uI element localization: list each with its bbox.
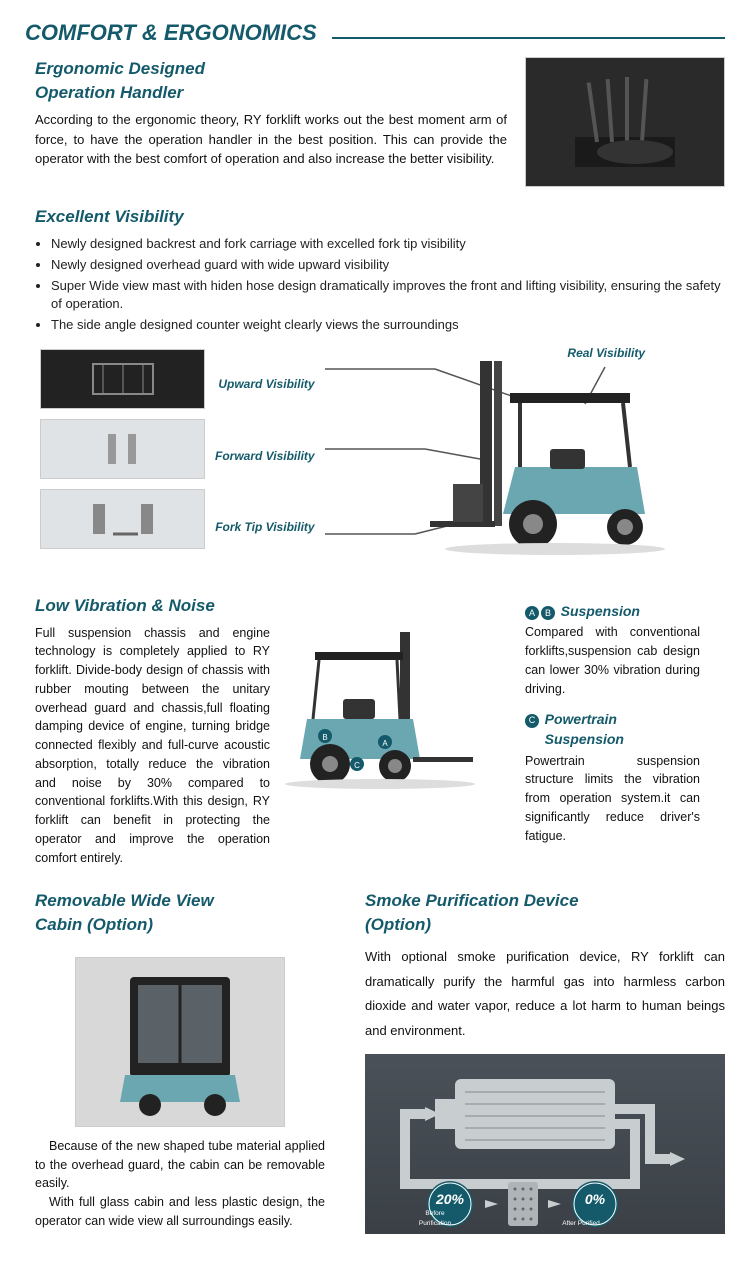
sec5-title: Smoke Purification Device (Option) [365,889,595,937]
marker-b: B [541,606,555,620]
svg-text:0%: 0% [585,1191,606,1207]
page: COMFORT & ERGONOMICS Ergonomic Designed … [0,0,750,1270]
sec4-body1: Because of the new shaped tube material … [35,1137,325,1193]
powertrain-title: Powertrain Suspension [545,710,685,749]
sec1-body: According to the ergonomic theory, RY fo… [35,110,507,169]
label-before: Before Purification [409,1209,461,1227]
sec3-title: Low Vibration & Noise [35,594,270,618]
section-options: Removable Wide View Cabin (Option) Becau… [25,889,725,1233]
forklift-main-image [325,349,685,559]
label-forward: Forward Visibility [215,448,315,465]
handler-image [525,57,725,187]
section-vibration: Low Vibration & Noise Full suspension ch… [25,594,725,868]
cabin-image [75,957,285,1127]
marker-a: A [525,606,539,620]
label-upward: Upward Visibility [215,376,315,393]
label-real: Real Visibility [567,345,645,362]
svg-text:A: A [382,739,388,748]
powertrain-body: Powertrain suspension structure limits t… [525,752,700,846]
label-after: After Purified [555,1219,607,1228]
bullet-item: The side angle designed counter weight c… [51,316,725,334]
bullet-item: Newly designed backrest and fork carriag… [51,235,725,253]
svg-text:B: B [322,733,327,742]
sec2-title: Excellent Visibility [35,205,725,229]
label-forktip: Fork Tip Visibility [215,519,315,536]
sec1-title: Ergonomic Designed Operation Handler [35,57,507,105]
smoke-diagram: 20% 0% Before Purification After Purifie… [365,1054,725,1234]
sec2-bullets: Newly designed backrest and fork carriag… [35,235,725,335]
bullet-item: Super Wide view mast with hiden hose des… [51,277,725,313]
svg-text:20%: 20% [435,1191,465,1207]
thumb-upward [40,349,205,409]
forklift-suspension-image: A B C [285,624,510,794]
bullet-item: Newly designed overhead guard with wide … [51,256,725,274]
thumb-forktip [40,489,205,549]
sec3-body: Full suspension chassis and engine techn… [35,624,270,868]
visibility-diagram: Upward Visibility Forward Visibility For… [25,349,725,564]
sec4-body2: With full glass cabin and less plastic d… [35,1193,325,1231]
thumb-forward [40,419,205,479]
page-title: COMFORT & ERGONOMICS [25,18,332,49]
suspension-title: Suspension [561,603,640,619]
section-ergonomic: Ergonomic Designed Operation Handler Acc… [25,57,725,187]
suspension-body: Compared with conventional forklifts,sus… [525,623,700,698]
page-header: COMFORT & ERGONOMICS [25,18,725,39]
sec5-body: With optional smoke purification device,… [365,945,725,1044]
section-visibility: Excellent Visibility Newly designed back… [25,205,725,335]
svg-text:C: C [354,761,360,770]
marker-c: C [525,714,539,728]
sec4-title: Removable Wide View Cabin (Option) [35,889,265,937]
